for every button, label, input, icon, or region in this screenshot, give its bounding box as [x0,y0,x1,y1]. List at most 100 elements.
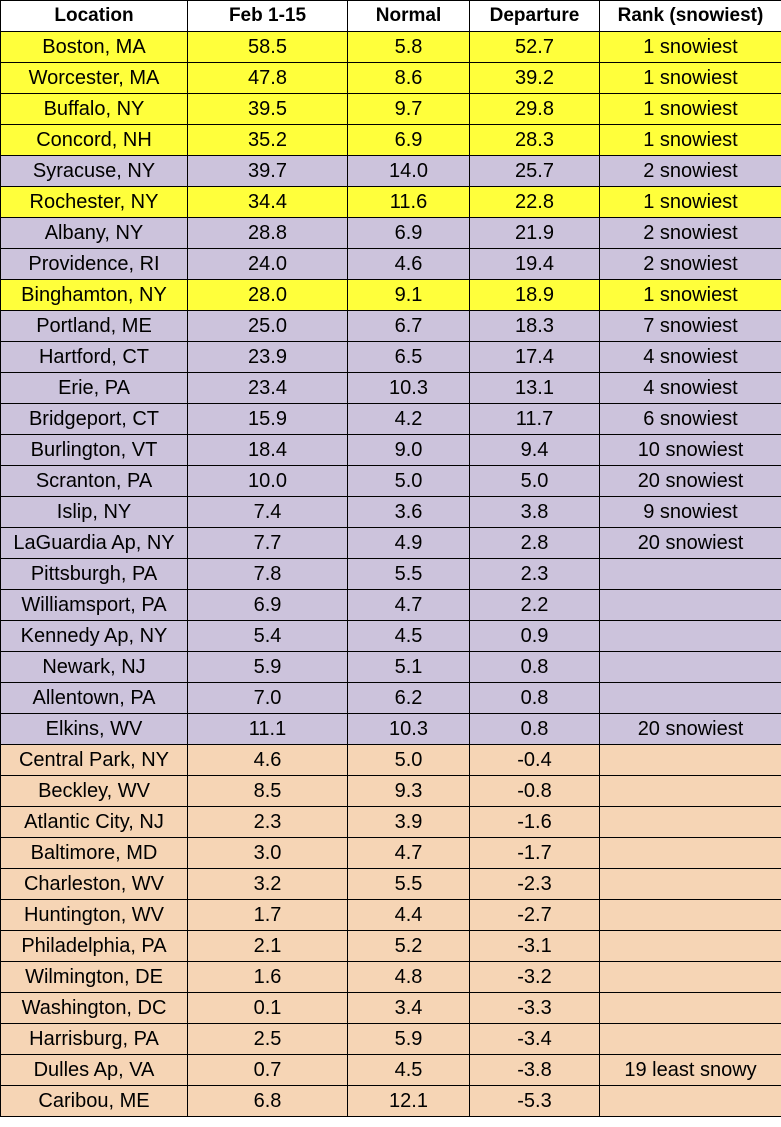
normal-cell: 6.2 [347,682,470,714]
location-cell: Rochester, NY [0,186,188,218]
departure-cell: 52.7 [469,31,600,63]
departure-cell: -1.6 [469,806,600,838]
normal-cell: 5.8 [347,31,470,63]
normal-cell: 11.6 [347,186,470,218]
rank-cell [599,1023,781,1055]
rank-cell [599,682,781,714]
rank-cell: 2 snowiest [599,155,781,187]
table-row: Syracuse, NY 39.7 14.0 25.7 2 snowiest [0,155,781,187]
table-row: Pittsburgh, PA 7.8 5.5 2.3 [0,558,781,590]
table-row: Newark, NJ 5.9 5.1 0.8 [0,651,781,683]
normal-cell: 5.2 [347,930,470,962]
table-row: Bridgeport, CT 15.9 4.2 11.7 6 snowiest [0,403,781,435]
rank-cell [599,589,781,621]
normal-cell: 5.5 [347,558,470,590]
departure-cell: 21.9 [469,217,600,249]
departure-cell: 13.1 [469,372,600,404]
normal-cell: 5.9 [347,1023,470,1055]
feb-1-15-cell: 47.8 [187,62,348,94]
departure-cell: 39.2 [469,62,600,94]
rank-cell: 10 snowiest [599,434,781,466]
rank-cell [599,651,781,683]
location-cell: Dulles Ap, VA [0,1054,188,1086]
departure-cell: 2.2 [469,589,600,621]
normal-cell: 4.5 [347,620,470,652]
feb-1-15-cell: 0.1 [187,992,348,1024]
departure-cell: -3.4 [469,1023,600,1055]
table-row: Islip, NY 7.4 3.6 3.8 9 snowiest [0,496,781,528]
table-row: Baltimore, MD 3.0 4.7 -1.7 [0,837,781,869]
table-row: Harrisburg, PA 2.5 5.9 -3.4 [0,1023,781,1055]
table-row: Caribou, ME 6.8 12.1 -5.3 [0,1085,781,1117]
table-row: Kennedy Ap, NY 5.4 4.5 0.9 [0,620,781,652]
normal-cell: 6.9 [347,124,470,156]
location-cell: Erie, PA [0,372,188,404]
normal-cell: 4.7 [347,589,470,621]
feb-1-15-cell: 25.0 [187,310,348,342]
rank-cell [599,868,781,900]
departure-cell: 0.8 [469,682,600,714]
departure-cell: -0.8 [469,775,600,807]
normal-cell: 5.5 [347,868,470,900]
departure-cell: 0.8 [469,713,600,745]
table-row: Concord, NH 35.2 6.9 28.3 1 snowiest [0,124,781,156]
location-cell: Philadelphia, PA [0,930,188,962]
table-row: Atlantic City, NJ 2.3 3.9 -1.6 [0,806,781,838]
normal-cell: 4.2 [347,403,470,435]
departure-cell: 5.0 [469,465,600,497]
rank-cell: 4 snowiest [599,341,781,373]
table-row: Dulles Ap, VA 0.7 4.5 -3.8 19 least snowy [0,1054,781,1086]
table-row: Central Park, NY 4.6 5.0 -0.4 [0,744,781,776]
departure-cell: -5.3 [469,1085,600,1117]
feb-1-15-cell: 2.1 [187,930,348,962]
location-cell: Washington, DC [0,992,188,1024]
rank-cell [599,744,781,776]
departure-cell: 11.7 [469,403,600,435]
normal-cell: 6.5 [347,341,470,373]
rank-cell [599,806,781,838]
location-cell: Beckley, WV [0,775,188,807]
table-row: Williamsport, PA 6.9 4.7 2.2 [0,589,781,621]
rank-cell [599,961,781,993]
rank-cell [599,558,781,590]
feb-1-15-cell: 7.4 [187,496,348,528]
header-normal: Normal [347,0,470,32]
location-cell: Worcester, MA [0,62,188,94]
feb-1-15-cell: 18.4 [187,434,348,466]
location-cell: Newark, NJ [0,651,188,683]
departure-cell: 2.3 [469,558,600,590]
departure-cell: -3.3 [469,992,600,1024]
departure-cell: 28.3 [469,124,600,156]
header-row: Location Feb 1-15 Normal Departure Rank … [0,0,781,32]
rank-cell [599,930,781,962]
normal-cell: 4.4 [347,899,470,931]
feb-1-15-cell: 58.5 [187,31,348,63]
feb-1-15-cell: 28.8 [187,217,348,249]
location-cell: Charleston, WV [0,868,188,900]
normal-cell: 4.7 [347,837,470,869]
location-cell: Albany, NY [0,217,188,249]
feb-1-15-cell: 2.5 [187,1023,348,1055]
table-row: Worcester, MA 47.8 8.6 39.2 1 snowiest [0,62,781,94]
departure-cell: -3.2 [469,961,600,993]
location-cell: Buffalo, NY [0,93,188,125]
normal-cell: 4.6 [347,248,470,280]
header-rank: Rank (snowiest) [599,0,781,32]
normal-cell: 9.1 [347,279,470,311]
rank-cell: 1 snowiest [599,93,781,125]
rank-cell: 1 snowiest [599,279,781,311]
normal-cell: 5.1 [347,651,470,683]
header-location: Location [0,0,188,32]
location-cell: Pittsburgh, PA [0,558,188,590]
departure-cell: 25.7 [469,155,600,187]
normal-cell: 9.3 [347,775,470,807]
table-row: Erie, PA 23.4 10.3 13.1 4 snowiest [0,372,781,404]
feb-1-15-cell: 1.6 [187,961,348,993]
rank-cell: 1 snowiest [599,186,781,218]
normal-cell: 8.6 [347,62,470,94]
rank-cell: 9 snowiest [599,496,781,528]
table-row: Philadelphia, PA 2.1 5.2 -3.1 [0,930,781,962]
feb-1-15-cell: 23.4 [187,372,348,404]
table-row: Burlington, VT 18.4 9.0 9.4 10 snowiest [0,434,781,466]
